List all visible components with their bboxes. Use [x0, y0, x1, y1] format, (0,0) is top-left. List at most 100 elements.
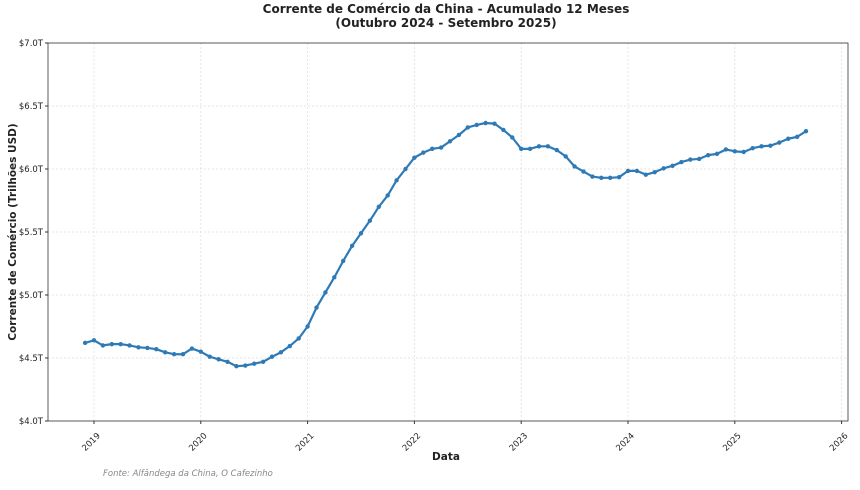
chart-title: Corrente de Comércio da China - Acumulad… — [263, 2, 630, 16]
data-point — [652, 169, 657, 175]
x-tick-label: 2019 — [80, 431, 102, 453]
data-point — [225, 359, 230, 364]
data-point — [777, 140, 782, 145]
x-tick-label: 2022 — [401, 431, 423, 453]
data-point — [421, 150, 426, 155]
data-point — [688, 157, 693, 162]
data-point — [243, 363, 248, 368]
data-point — [296, 336, 301, 341]
series-path — [84, 121, 807, 368]
data-point — [750, 146, 755, 151]
data-point — [483, 120, 488, 126]
data-point — [91, 338, 97, 343]
data-point — [376, 204, 381, 209]
data-point — [100, 343, 106, 348]
x-axis-label: Data — [432, 451, 460, 463]
data-point — [109, 341, 115, 347]
data-point — [625, 168, 631, 174]
data-point — [572, 164, 577, 169]
data-point — [314, 305, 319, 310]
data-point — [323, 290, 328, 295]
data-point — [510, 135, 515, 140]
y-tick-label: $4.0T — [19, 417, 44, 427]
y-tick-label: $6.0T — [19, 165, 44, 175]
x-tick-label: 2026 — [828, 431, 850, 453]
data-point — [260, 359, 266, 364]
data-point — [403, 166, 408, 172]
y-tick-label: $7.0T — [19, 39, 44, 49]
data-point — [705, 152, 711, 158]
data-point — [599, 175, 604, 181]
x-tick-label: 2024 — [614, 431, 636, 453]
data-point — [341, 258, 346, 264]
data-point — [163, 350, 168, 355]
data-point — [412, 155, 417, 160]
data-point — [358, 231, 364, 236]
data-point — [759, 144, 764, 149]
data-point — [679, 159, 684, 165]
data-point — [474, 122, 479, 128]
data-point — [198, 349, 203, 354]
data-point — [545, 144, 551, 149]
data-point — [563, 154, 568, 159]
data-point — [527, 146, 533, 152]
data-point — [234, 363, 239, 369]
y-axis: $4.0T $4.5T $5.0T $5.5T $6.0T $6.5T $7.0T — [19, 39, 48, 427]
data-point — [501, 127, 506, 133]
data-point — [180, 352, 186, 357]
y-tick-label: $5.5T — [19, 228, 44, 238]
data-point — [492, 121, 497, 126]
chart-subtitle: (Outubro 2024 - Setembro 2025) — [335, 16, 556, 30]
data-point — [786, 136, 791, 141]
data-point — [189, 346, 195, 351]
grid — [48, 42, 848, 422]
data-point — [803, 129, 809, 134]
x-tick-label: 2021 — [294, 431, 316, 453]
x-tick-label: 2025 — [721, 431, 743, 453]
data-point — [714, 151, 720, 157]
data-point — [332, 275, 337, 280]
data-point — [127, 343, 132, 348]
data-point — [456, 132, 462, 138]
data-point — [741, 149, 746, 155]
data-point — [661, 166, 666, 171]
data-point — [145, 345, 150, 351]
data-point — [608, 175, 613, 181]
data-point — [278, 350, 284, 355]
data-point — [287, 343, 292, 349]
data-point — [207, 354, 212, 359]
data-point — [216, 357, 221, 362]
data-point — [394, 178, 399, 183]
data-point — [82, 340, 88, 346]
data-point — [794, 134, 800, 140]
data-point — [349, 243, 355, 249]
y-tick-label: $6.5T — [19, 102, 44, 112]
data-point — [252, 361, 257, 366]
source-note: Fonte: Alfândega da China, O Cafezinho — [103, 469, 273, 479]
x-tick-label: 2023 — [508, 431, 530, 453]
data-point — [438, 145, 444, 150]
data-point — [554, 147, 559, 153]
data-point — [118, 341, 123, 347]
data-point — [154, 346, 159, 352]
data-point — [136, 345, 141, 350]
data-point — [269, 354, 275, 359]
x-axis: 2019 2020 2021 2022 2023 2024 2025 2026 — [80, 421, 850, 454]
data-point — [634, 168, 640, 174]
y-tick-label: $5.0T — [19, 291, 44, 301]
data-point — [581, 169, 586, 174]
data-point — [616, 174, 622, 180]
data-point — [768, 143, 773, 148]
data-point — [590, 174, 595, 179]
y-tick-label: $4.5T — [19, 354, 44, 364]
data-point — [670, 163, 675, 169]
data-point — [447, 139, 453, 144]
data-point — [385, 193, 390, 198]
data-point — [732, 149, 737, 154]
data-point — [430, 146, 435, 152]
data-point — [723, 147, 729, 152]
y-axis-label: Corrente de Comércio (Trilhões USD) — [7, 123, 19, 340]
data-point — [519, 146, 524, 152]
data-point — [465, 125, 470, 130]
